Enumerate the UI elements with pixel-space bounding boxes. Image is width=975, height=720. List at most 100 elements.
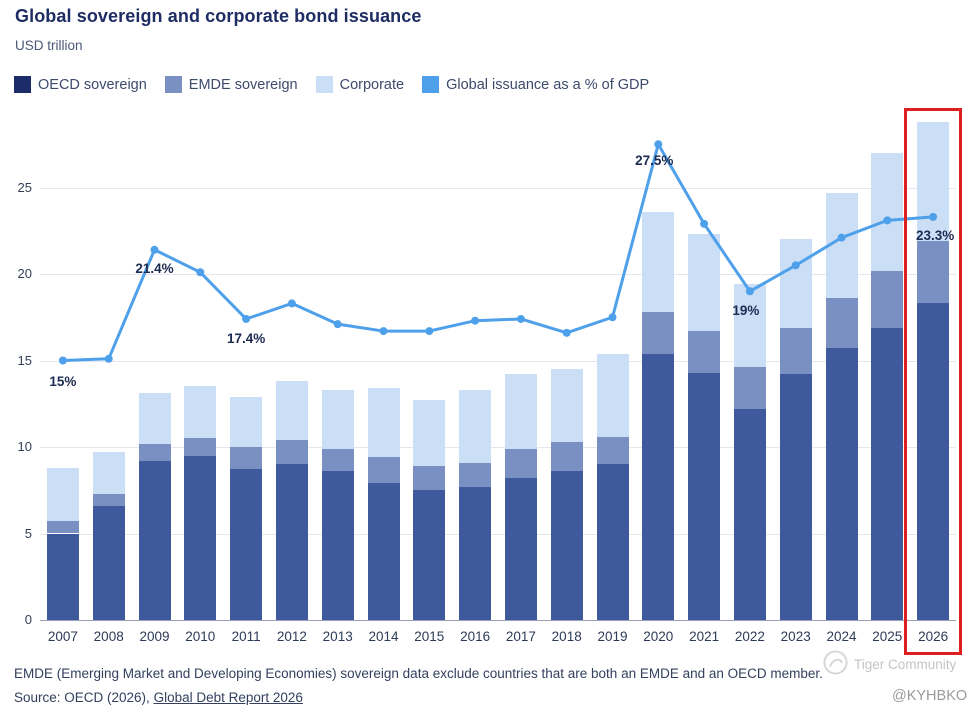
bar-segment — [230, 447, 263, 470]
legend: OECD sovereign EMDE sovereign Corporate Glo… — [14, 76, 649, 93]
bar-segment — [321, 448, 354, 472]
legend-swatch-icon — [315, 76, 333, 93]
bar-segment — [230, 396, 263, 447]
legend-item: OECD sovereign — [14, 76, 147, 93]
x-tick-label: 2025 — [872, 629, 903, 644]
highlight-box-2026 — [904, 108, 963, 655]
y-tick-label: 15 — [17, 352, 32, 368]
bar-segment — [504, 374, 537, 449]
bar-segment — [688, 331, 721, 373]
gdp-line-point — [654, 140, 663, 149]
legend-swatch-icon — [422, 76, 440, 93]
bar-segment — [733, 408, 766, 620]
x-tick-label: 2018 — [551, 629, 582, 644]
bar-segment — [92, 493, 125, 506]
bar-segment — [779, 327, 812, 375]
bar-segment — [504, 448, 537, 479]
x-tick-label: 2019 — [597, 629, 628, 644]
bar-segment — [825, 298, 858, 349]
bar-segment — [275, 381, 308, 441]
bar-segment — [779, 239, 812, 328]
x-tick-label: 2011 — [231, 629, 261, 644]
bar-segment — [642, 211, 675, 313]
legend-swatch-icon — [164, 76, 182, 93]
bar-segment — [46, 533, 79, 620]
gdp-line-point — [333, 320, 342, 329]
bar-segment — [184, 438, 217, 456]
bar-segment — [138, 443, 171, 461]
x-tick-label: 2010 — [185, 629, 216, 644]
bar-segment — [459, 389, 492, 463]
bar-segment — [275, 464, 308, 620]
bar-segment — [871, 152, 904, 271]
y-tick-label: 20 — [17, 266, 32, 281]
bar-segment — [871, 327, 904, 620]
y-tick-label: 0 — [24, 612, 32, 627]
legend-item: EMDE sovereign — [164, 76, 298, 93]
x-tick-label: 2023 — [780, 629, 811, 644]
legend-label: Corporate — [339, 76, 405, 93]
bar-segment — [92, 452, 125, 494]
x-tick-label: 2007 — [47, 629, 78, 644]
bar-segment — [504, 478, 537, 620]
grid-line — [40, 360, 956, 362]
gdp-line-point — [516, 314, 525, 323]
gdp-line-point — [287, 299, 296, 308]
grid-line — [40, 533, 956, 535]
gdp-line-point — [196, 268, 205, 277]
bar-segment — [46, 521, 79, 534]
bar-segment — [321, 389, 354, 449]
bar-segment — [413, 466, 446, 491]
bar-segment — [825, 348, 858, 620]
legend-label: EMDE sovereign — [188, 76, 298, 93]
bar-segment — [138, 393, 171, 444]
bar-segment — [779, 374, 812, 620]
footnote-text: EMDE (Emerging Market and Developing Eco… — [14, 666, 823, 681]
x-tick-label: 2008 — [93, 629, 124, 644]
grid-line — [40, 274, 956, 275]
x-tick-label: 2009 — [139, 629, 170, 644]
bar-segment — [46, 467, 79, 522]
x-tick-label: 2026 — [918, 629, 949, 644]
legend-swatch-icon — [14, 76, 31, 93]
bar-segment — [550, 369, 583, 442]
bar-segment — [459, 486, 492, 620]
bar-segment — [413, 490, 446, 620]
gdp-line-label: 27.5% — [635, 153, 674, 169]
watermark-author-handle: @KYHBKO — [892, 688, 968, 704]
bar-segment — [825, 192, 858, 299]
bar-segment — [596, 353, 629, 437]
gdp-line-label: 21.4% — [135, 260, 174, 276]
x-tick-label: 2014 — [368, 629, 399, 644]
source-prefix: Source: OECD (2026), — [14, 690, 154, 705]
bar-segment — [642, 312, 675, 354]
gdp-line-point — [700, 219, 709, 228]
bar-segment — [138, 460, 171, 620]
bar-segment — [642, 353, 675, 620]
y-tick-label: 5 — [24, 525, 32, 541]
chart-title: Global sovereign and corporate bond issu… — [15, 6, 422, 26]
bar-segment — [550, 471, 583, 620]
x-tick-label: 2020 — [643, 629, 674, 644]
x-tick-label: 2012 — [276, 629, 307, 644]
bar-segment — [871, 270, 904, 328]
bar-segment — [733, 367, 766, 409]
grid-line — [40, 447, 956, 448]
gdp-line-point — [242, 314, 251, 323]
bar-segment — [550, 441, 583, 472]
chart-plot-area: 0 5 10 15 20 25 2007 2008 2009 2010 2011 2012 2013 20… — [0, 100, 975, 660]
x-axis-line — [40, 620, 956, 621]
bar-segment — [184, 455, 217, 620]
bar-segment — [733, 284, 766, 368]
source-report-link[interactable]: Global Debt Report 2026 — [153, 690, 303, 705]
bar-segment — [459, 462, 492, 487]
x-tick-label: 2022 — [734, 629, 765, 644]
bar-segment — [92, 505, 125, 620]
gdp-line-label: 17.4% — [226, 330, 266, 346]
x-tick-label: 2015 — [414, 629, 445, 644]
bar-segment — [688, 234, 721, 332]
legend-label: OECD sovereign — [38, 76, 147, 93]
gdp-line-point — [425, 327, 434, 336]
x-tick-label: 2016 — [460, 629, 491, 644]
